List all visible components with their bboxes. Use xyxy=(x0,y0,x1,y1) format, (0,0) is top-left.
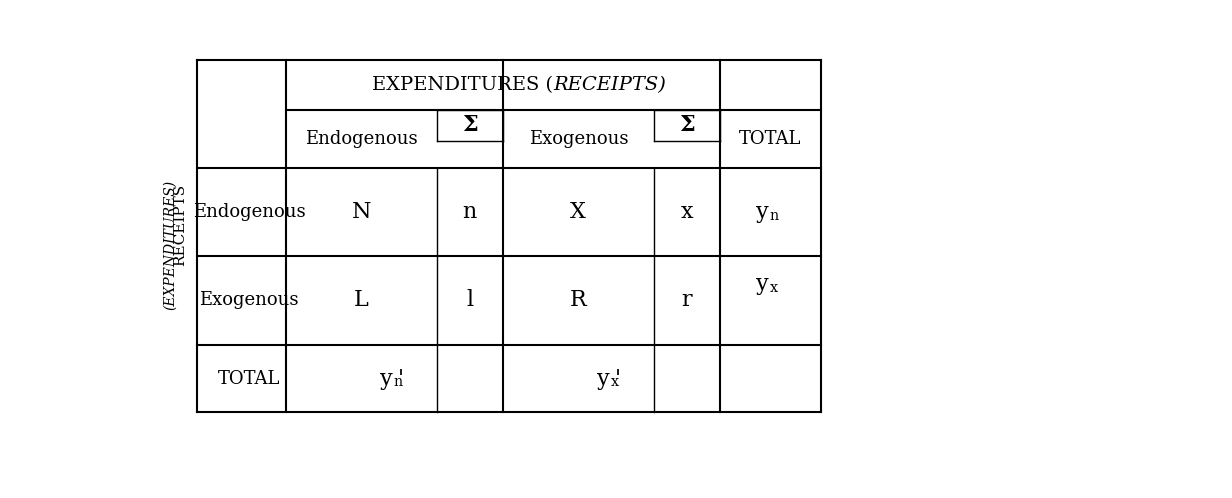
Text: y: y xyxy=(755,273,769,295)
Text: L: L xyxy=(354,289,368,311)
Text: RECEIPTS: RECEIPTS xyxy=(172,183,187,265)
Text: Σ: Σ xyxy=(462,114,478,136)
Text: TOTAL: TOTAL xyxy=(218,370,280,387)
Text: y: y xyxy=(755,201,769,223)
Text: n: n xyxy=(463,201,477,223)
Text: N: N xyxy=(351,201,371,223)
Text: n: n xyxy=(769,209,779,223)
Text: n: n xyxy=(393,375,403,389)
Text: x: x xyxy=(769,281,777,295)
Text: ': ' xyxy=(615,368,621,389)
Text: l: l xyxy=(466,289,473,311)
Text: y: y xyxy=(598,368,610,389)
Text: x: x xyxy=(680,201,694,223)
Text: r: r xyxy=(681,289,692,311)
Text: (EXPENDITURES): (EXPENDITURES) xyxy=(163,180,177,310)
Text: Exogenous: Exogenous xyxy=(200,291,298,309)
Text: x: x xyxy=(611,375,618,389)
Text: Endogenous: Endogenous xyxy=(306,129,418,148)
Text: ': ' xyxy=(398,368,404,389)
Text: R: R xyxy=(570,289,586,311)
Text: RECEIPTS): RECEIPTS) xyxy=(553,76,667,94)
Text: Σ: Σ xyxy=(679,114,695,136)
Text: TOTAL: TOTAL xyxy=(739,129,801,148)
Text: Exogenous: Exogenous xyxy=(529,129,628,148)
Text: EXPENDITURES (: EXPENDITURES ( xyxy=(372,76,553,94)
Text: X: X xyxy=(570,201,586,223)
Text: y: y xyxy=(379,368,393,389)
Text: Endogenous: Endogenous xyxy=(192,203,306,221)
